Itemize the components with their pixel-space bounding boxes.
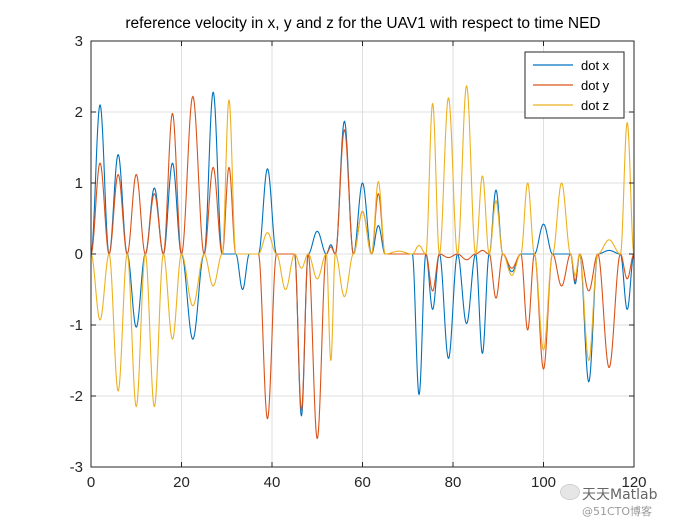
y-tick-label: -1	[70, 317, 83, 334]
y-tick-label: 2	[75, 104, 83, 121]
y-tick-label: -2	[70, 388, 83, 405]
watermark-main: 天天Matlab	[582, 487, 658, 503]
x-tick-label: 60	[354, 474, 371, 491]
x-tick-label: 0	[87, 474, 95, 491]
watermark-sub: @51CTO博客	[582, 505, 653, 518]
y-tick-label: 1	[75, 175, 83, 192]
x-tick-label: 20	[173, 474, 190, 491]
series-line-dot-z	[90, 85, 635, 408]
y-tick-label: 3	[75, 33, 83, 50]
y-tick-label: 0	[75, 246, 83, 263]
chart-title: reference velocity in x, y and z for the…	[125, 15, 600, 32]
legend-label-dot-z: dot z	[581, 98, 609, 113]
x-tick-label: 40	[264, 474, 281, 491]
legend-label-dot-x: dot x	[581, 58, 610, 73]
x-tick-label: 100	[531, 474, 556, 491]
y-tick-label: -3	[70, 459, 83, 476]
series-line-dot-x	[90, 91, 635, 417]
legend-label-dot-y: dot y	[581, 78, 610, 93]
x-tick-label: 120	[621, 474, 646, 491]
plot-area: 0 20 40 60 80 100 120 -3 -2 -1 0 1 2 3 dot x dot y dot z	[70, 33, 647, 491]
x-tick-label: 80	[445, 474, 462, 491]
wechat-icon	[560, 484, 580, 500]
